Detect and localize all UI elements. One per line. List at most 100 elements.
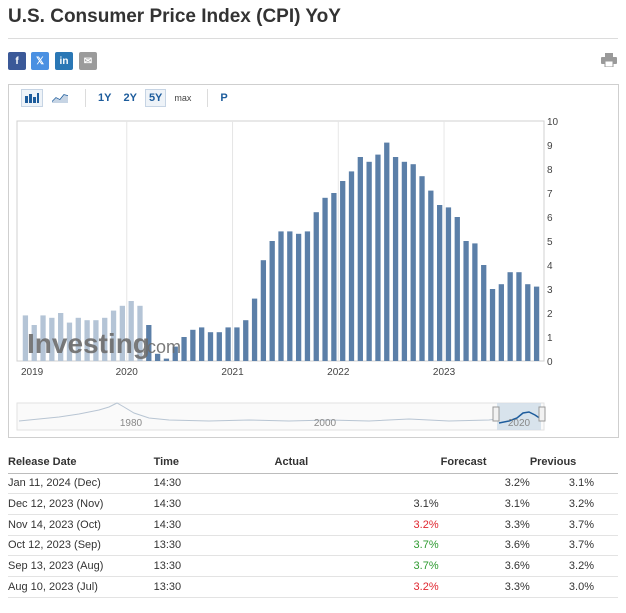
- cpi-bar[interactable]: [31, 325, 37, 361]
- cell-forecast: 3.2%: [440, 473, 530, 495]
- release-history-table: Release Date Time Actual Forecast Previo…: [8, 452, 618, 598]
- cpi-bar[interactable]: [410, 164, 416, 361]
- cpi-bar[interactable]: [163, 358, 170, 361]
- cpi-bar[interactable]: [84, 320, 90, 361]
- cpi-bar[interactable]: [516, 272, 522, 361]
- cpi-bar[interactable]: [313, 212, 319, 361]
- x-twitter-icon: 𝕏: [35, 55, 45, 67]
- cpi-bar[interactable]: [66, 322, 73, 361]
- cpi-bar[interactable]: [366, 161, 372, 361]
- email-share-button[interactable]: ✉: [79, 52, 97, 70]
- cpi-bar[interactable]: [181, 337, 187, 361]
- table-row: Jan 11, 2024 (Dec) 14:30 3.2% 3.1%: [8, 473, 618, 495]
- watermark-suffix: .com: [142, 337, 181, 357]
- cpi-bar[interactable]: [295, 233, 302, 361]
- cpi-bar[interactable]: [481, 265, 487, 361]
- cpi-bar[interactable]: [22, 315, 29, 361]
- print-icon[interactable]: [601, 53, 617, 67]
- cpi-bar[interactable]: [375, 154, 381, 361]
- cpi-bar[interactable]: [463, 241, 469, 361]
- cpi-bar[interactable]: [172, 346, 178, 361]
- range-max-button[interactable]: max: [174, 93, 192, 103]
- cpi-bar[interactable]: [225, 327, 231, 361]
- cpi-bar[interactable]: [190, 329, 196, 361]
- cpi-bar[interactable]: [428, 190, 434, 361]
- area-chart-toggle[interactable]: [49, 89, 71, 107]
- linkedin-share-button[interactable]: in: [55, 52, 73, 70]
- cpi-bar[interactable]: [40, 315, 46, 361]
- cpi-bar[interactable]: [287, 231, 293, 361]
- cpi-bar[interactable]: [507, 272, 513, 361]
- cpi-bar[interactable]: [498, 284, 504, 361]
- cpi-bar[interactable]: [58, 313, 64, 361]
- cpi-bar[interactable]: [93, 320, 99, 361]
- cell-release-date: Oct 12, 2023 (Sep): [8, 535, 154, 557]
- header-previous[interactable]: Previous: [529, 452, 618, 474]
- cpi-bar[interactable]: [75, 317, 81, 361]
- navigator-left-handle[interactable]: [492, 406, 500, 422]
- cpi-bar[interactable]: [278, 231, 284, 361]
- cpi-bar[interactable]: [234, 327, 240, 361]
- cpi-bar[interactable]: [207, 332, 214, 361]
- range-5y-button[interactable]: 5Y: [144, 89, 167, 107]
- cell-actual: 3.7%: [274, 535, 441, 557]
- header-actual[interactable]: Actual: [274, 452, 441, 474]
- cpi-bar[interactable]: [437, 205, 443, 361]
- cpi-bar[interactable]: [348, 171, 355, 361]
- cpi-bar[interactable]: [154, 353, 161, 361]
- page-title: U.S. Consumer Price Index (CPI) YoY: [8, 6, 341, 27]
- cpi-bar[interactable]: [243, 320, 249, 361]
- cpi-bar[interactable]: [384, 142, 390, 361]
- cpi-bar[interactable]: [304, 231, 311, 361]
- cpi-bar[interactable]: [146, 325, 152, 361]
- cpi-bar[interactable]: [392, 157, 399, 361]
- cpi-bar[interactable]: [472, 243, 478, 361]
- table-row: Sep 13, 2023 (Aug) 13:30 3.7% 3.6% 3.2%: [8, 555, 618, 577]
- cpi-bar[interactable]: [322, 197, 328, 361]
- cpi-bar[interactable]: [216, 332, 222, 361]
- chart-panel: 1Y 2Y 5Y max P 0 1 2 3 4 5 6 7 8 9 10 2019 2020 2021…: [8, 84, 619, 438]
- cpi-bar[interactable]: [454, 217, 460, 361]
- cpi-bar[interactable]: [269, 241, 275, 361]
- bar-chart-icon: [25, 93, 39, 103]
- p-button[interactable]: P: [220, 92, 228, 104]
- cell-actual: 3.7%: [274, 555, 441, 577]
- watermark: Investing .com: [27, 328, 181, 359]
- x-share-button[interactable]: 𝕏: [31, 52, 49, 70]
- y-tick-label: 9: [547, 141, 553, 152]
- cell-forecast: 3.6%: [440, 535, 530, 557]
- range-2y-button[interactable]: 2Y: [123, 92, 137, 104]
- cpi-bar[interactable]: [137, 305, 143, 361]
- cpi-bar-chart: 0 1 2 3 4 5 6 7 8 9 10 2019 2020 2021 2022 2023 Invest…: [16, 117, 559, 431]
- header-time[interactable]: Time: [153, 452, 275, 474]
- cpi-bar[interactable]: [445, 207, 452, 361]
- range-1y-button[interactable]: 1Y: [98, 92, 112, 104]
- y-tick-label: 0: [547, 357, 553, 368]
- cpi-bar[interactable]: [525, 284, 531, 361]
- header-forecast[interactable]: Forecast: [440, 452, 530, 474]
- cpi-bar[interactable]: [401, 161, 408, 361]
- cpi-bar[interactable]: [489, 289, 496, 361]
- navigator-tick: 2000: [314, 418, 337, 429]
- cpi-bar[interactable]: [419, 176, 425, 361]
- cpi-bar[interactable]: [251, 298, 258, 361]
- cell-time: 14:30: [153, 514, 275, 536]
- cpi-bar[interactable]: [49, 317, 55, 361]
- cpi-bar[interactable]: [199, 327, 205, 361]
- cpi-bar[interactable]: [260, 260, 267, 361]
- cpi-bar[interactable]: [110, 310, 117, 361]
- chart-toolbar: 1Y 2Y 5Y max P: [21, 87, 236, 109]
- cpi-bar[interactable]: [102, 317, 108, 361]
- cpi-bar[interactable]: [340, 181, 346, 361]
- navigator-track[interactable]: [16, 402, 545, 431]
- cpi-bar[interactable]: [119, 305, 125, 361]
- cpi-bar[interactable]: [357, 157, 363, 361]
- cpi-bar[interactable]: [331, 193, 337, 361]
- cpi-bar[interactable]: [128, 301, 134, 361]
- cpi-bar[interactable]: [533, 286, 540, 361]
- facebook-share-button[interactable]: f: [8, 52, 26, 70]
- header-release-date[interactable]: Release Date: [8, 452, 154, 474]
- bar-chart-toggle[interactable]: [21, 89, 43, 107]
- navigator-right-handle[interactable]: [538, 406, 546, 422]
- range-navigator[interactable]: 1980 2000 2020: [16, 402, 546, 431]
